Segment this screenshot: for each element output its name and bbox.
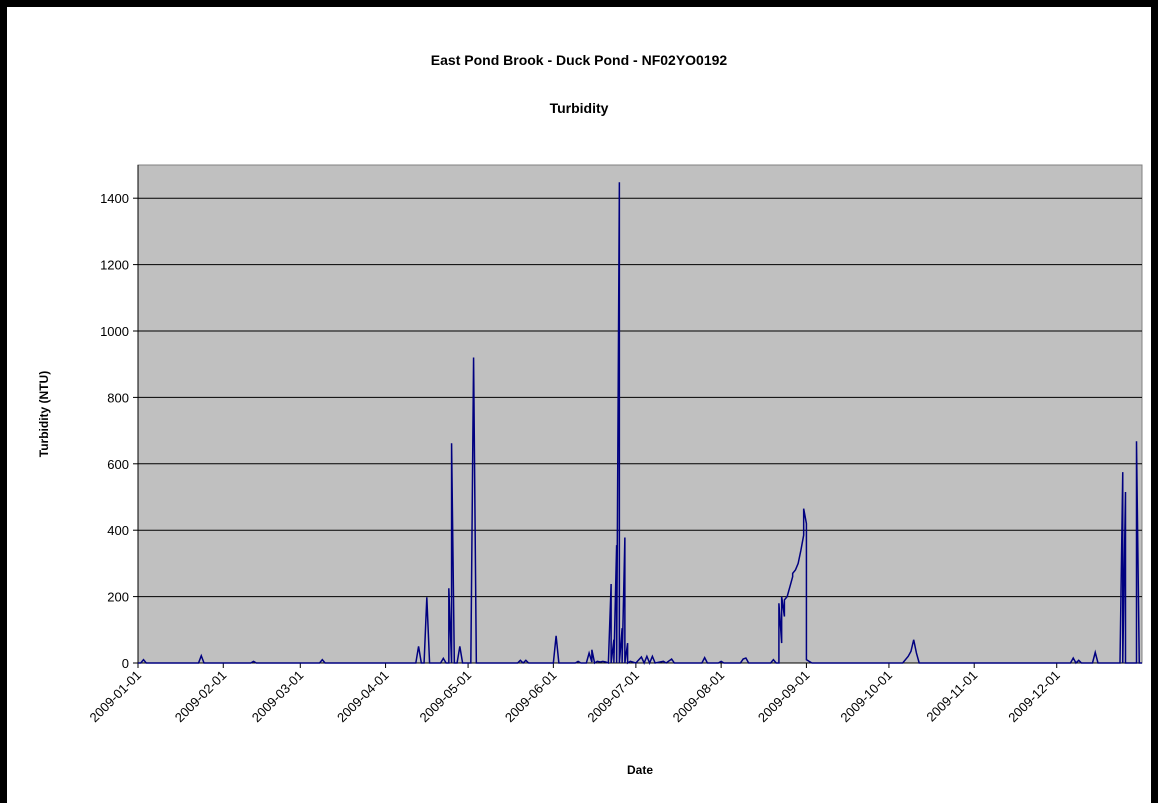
- y-tick-label: 200: [107, 590, 129, 605]
- y-axis-title: Turbidity (NTU): [37, 371, 51, 457]
- x-tick-label: 2009-07-01: [584, 668, 642, 726]
- chart-subtitle: Turbidity: [550, 100, 609, 116]
- y-tick-label: 800: [107, 390, 129, 405]
- y-tick-label: 1200: [100, 258, 129, 273]
- x-tick-label: 2009-06-01: [502, 668, 560, 726]
- y-axis-ticks: 0 200 400 600 800 1000 1200 1400: [100, 191, 138, 671]
- y-tick-label: 1000: [100, 324, 129, 339]
- x-tick-label: 2009-12-01: [1005, 668, 1063, 726]
- x-tick-label: 2009-09-01: [755, 668, 813, 726]
- x-tick-label: 2009-11-01: [923, 668, 980, 725]
- x-tick-label: 2009-05-01: [417, 668, 475, 726]
- series-group: [138, 182, 1142, 665]
- x-tick-label: 2009-04-01: [334, 668, 392, 726]
- x-axis-title: Date: [627, 763, 653, 777]
- x-tick-label: 2009-01-01: [86, 668, 144, 726]
- y-tick-label: 1400: [100, 191, 129, 206]
- plot-area: [137, 164, 1143, 664]
- y-tick-label: 400: [107, 523, 129, 538]
- y-tick-label: 0: [122, 656, 129, 671]
- gridlines: [138, 197, 1142, 598]
- x-tick-label: 2009-10-01: [837, 668, 895, 726]
- x-tick-label: 2009-02-01: [172, 668, 230, 726]
- x-tick-label: 2009-03-01: [249, 668, 307, 726]
- chart-title: East Pond Brook - Duck Pond - NF02YO0192: [431, 52, 728, 68]
- turbidity-series-line: [138, 182, 1142, 665]
- y-tick-label: 600: [107, 457, 129, 472]
- x-tick-label: 2009-08-01: [670, 668, 728, 726]
